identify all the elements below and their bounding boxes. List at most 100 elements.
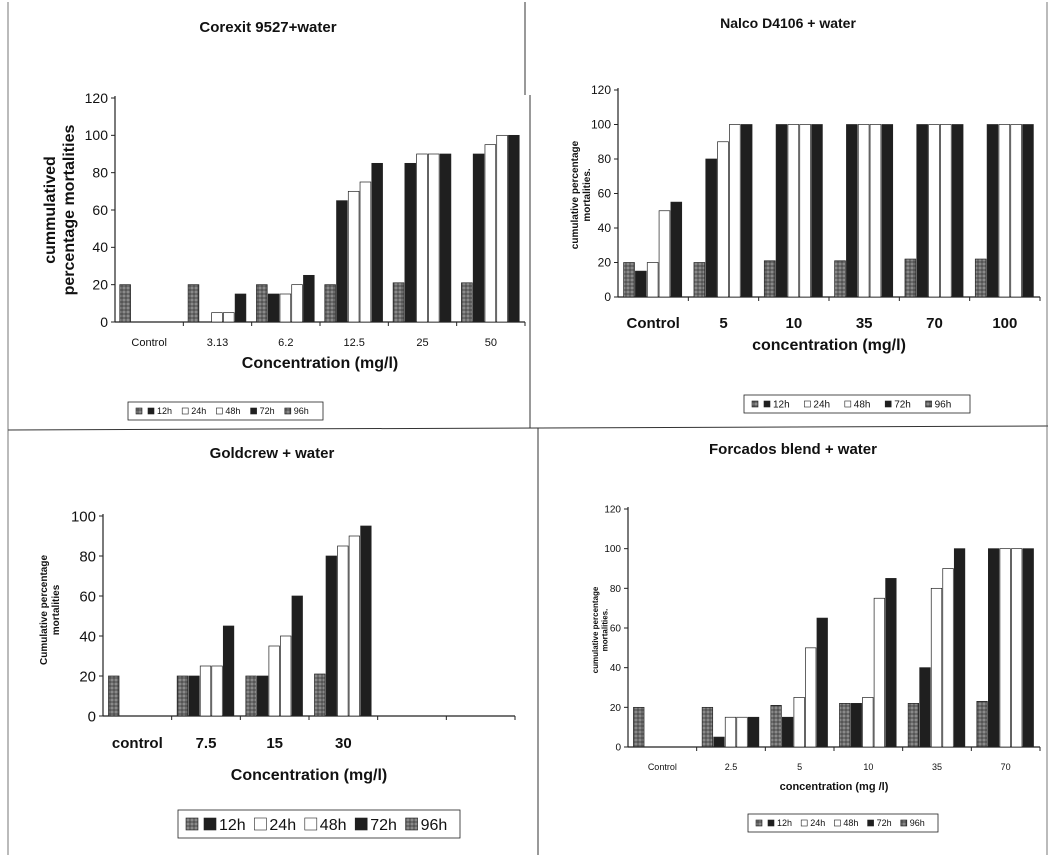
bar-96h-70 (951, 124, 964, 298)
bar-48h-35 (857, 124, 870, 298)
bar-24h-10 (850, 703, 862, 748)
y-tick-label: 80 (598, 152, 612, 166)
bar-96h-100 (1022, 124, 1034, 298)
legend-label-48h: 48h (320, 817, 347, 834)
bar-24h-Control (635, 270, 647, 298)
bar-72h-Control (658, 210, 671, 298)
y-tick-label: 0 (604, 290, 611, 304)
x-tick-label: 5 (719, 315, 727, 332)
bar-72h-5 (805, 647, 817, 748)
legend-swatch-12h (767, 819, 775, 827)
legend-label-72h: 72h (260, 406, 275, 416)
bar-48h-25 (416, 153, 428, 323)
x-tick-label: 50 (485, 337, 497, 349)
x-tick-label: 70 (926, 315, 943, 332)
y-tick-label: 80 (79, 548, 96, 565)
bar-96h-15 (291, 595, 303, 717)
legend-swatch-48h (844, 400, 852, 408)
y-tick-label: 40 (610, 663, 622, 674)
bar-12h-10 (839, 703, 851, 748)
y-tick-label: 0 (100, 314, 108, 330)
y-axis-label-line: cumulative percentage (591, 586, 600, 673)
x-axis-label: concentration (mg/l) (752, 337, 906, 354)
x-tick-label: 15 (266, 735, 283, 752)
bar-24h-10 (775, 124, 788, 298)
legend-label-96h: 96h (421, 817, 448, 834)
bar-48h-5 (717, 141, 729, 298)
bar-48h-2.5 (724, 716, 737, 748)
legend-box (127, 401, 324, 421)
y-tick-label: 100 (85, 127, 109, 143)
bar-48h-6.2 (279, 293, 292, 323)
legend-label-96h: 96h (294, 406, 309, 416)
bar-96h-5 (740, 124, 753, 298)
bar-24h-15 (257, 675, 269, 717)
chart-forcados: Forcados blend + water cumulative percent… (591, 441, 1041, 833)
y-axis-label-line: mortalities. (601, 609, 610, 652)
legend-label-48h: 48h (225, 406, 240, 416)
y-tick-label: 100 (591, 118, 611, 132)
chart-goldcrew: Goldcrew + water Cumulative percentagemor… (39, 445, 516, 839)
legend-swatch-48h (216, 407, 223, 415)
y-tick-label: 20 (92, 277, 108, 293)
bar-72h-15 (280, 635, 292, 717)
bar-12h-Control (119, 284, 131, 323)
y-tick-label: 20 (598, 256, 612, 270)
bar-72h-35 (869, 124, 882, 298)
legend-swatch-48h (304, 817, 318, 831)
bar-72h-3.13 (223, 312, 235, 323)
bar-12h-control (108, 675, 120, 717)
x-tick-label: 2.5 (725, 762, 738, 772)
x-tick-label: 7.5 (196, 735, 217, 752)
x-tick-label: Control (131, 337, 166, 349)
bar-96h-30 (360, 525, 372, 717)
legend-swatch-72h (884, 400, 892, 408)
legend-label-12h: 12h (773, 400, 790, 411)
bar-12h-10 (763, 260, 776, 298)
bar-72h-12.5 (359, 181, 372, 323)
bar-96h-Control (670, 201, 683, 298)
y-tick-label: 60 (598, 187, 612, 201)
legend-swatch-lead (755, 819, 763, 827)
legend-swatch-96h (925, 400, 932, 408)
legend-swatch-72h (354, 817, 368, 831)
legend-label-96h: 96h (935, 400, 952, 411)
bar-12h-100 (974, 258, 987, 298)
legend-label-96h: 96h (910, 818, 925, 828)
legend-swatch-24h (804, 400, 811, 408)
legend-swatch-96h (900, 819, 908, 827)
bar-72h-10 (799, 124, 811, 298)
chart-title: Corexit 9527+water (199, 19, 336, 36)
y-axis-label-line: mortalities. (582, 168, 593, 222)
legend-label-72h: 72h (877, 818, 892, 828)
bar-12h-50 (461, 282, 473, 323)
legend-box (747, 813, 939, 833)
x-tick-label: 30 (335, 735, 352, 752)
legend-label-12h: 12h (157, 406, 172, 416)
x-tick-label: 70 (1001, 762, 1011, 772)
bar-72h-30 (348, 535, 360, 717)
y-tick-label: 80 (610, 584, 622, 595)
bar-24h-6.2 (267, 293, 280, 323)
bar-48h-3.13 (211, 312, 223, 323)
bar-96h-35 (881, 124, 894, 298)
legend: 12h 24h 48h 72h 96h (177, 809, 461, 839)
x-tick-label: 35 (932, 762, 942, 772)
x-axis-label: Concentration (mg/l) (231, 767, 387, 784)
y-tick-label: 20 (610, 703, 622, 714)
bar-96h-10 (885, 578, 897, 748)
bar-24h-70 (988, 548, 1000, 748)
bar-48h-100 (998, 124, 1011, 298)
x-axis-label: concentration (mg /l) (780, 781, 889, 793)
bar-96h-70 (1022, 548, 1034, 748)
bar-12h-5 (693, 262, 706, 298)
legend: 12h 24h 48h 72h 96h (747, 813, 939, 833)
bar-12h-70 (904, 258, 917, 298)
legend-label-72h: 72h (370, 817, 397, 834)
bar-12h-15 (245, 675, 257, 717)
bar-72h-7.5 (211, 665, 223, 717)
bar-12h-30 (314, 673, 326, 717)
bar-24h-35 (846, 124, 858, 298)
y-axis-label-line: Cumulative percentage (39, 555, 50, 665)
y-axis-label-line: cumulative percentage (570, 140, 581, 249)
